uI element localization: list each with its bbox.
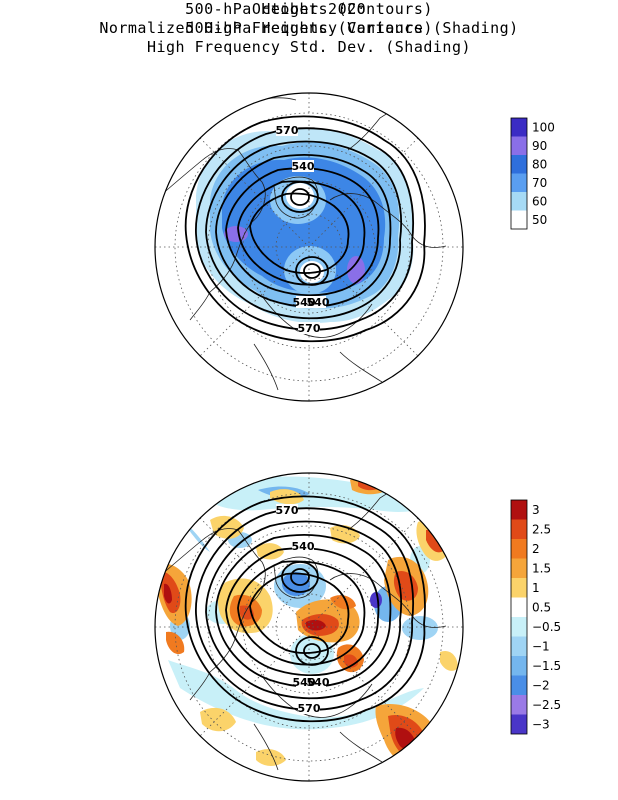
map2-contour-label: 540 [293,676,316,689]
map1-colorbar-swatch [511,210,527,229]
map2-colorbar-label: 0.5 [532,600,551,614]
map2-colorbar-swatch [511,675,527,695]
map1-contour-label: 540 [293,296,316,309]
map1-contour-label: 570 [276,124,299,137]
map1-colorbar-label: 90 [532,139,547,153]
map2-title-line2: Normalized High Frequency Variance (Shad… [99,19,519,37]
map2-title-line1: 500-hPa Heights (Contours) [185,0,433,18]
map1-colorbar-label: 80 [532,157,547,171]
map1-title: October 2020 500-hPa Heights (Contours) … [0,0,618,57]
map1-colorbar-label: 100 [532,120,555,134]
map1-boundary [154,92,464,402]
map2-colorbar-swatch [511,558,527,578]
map2-colorbar-label: −2 [532,678,550,692]
map2-contour-label: 540 [307,676,330,689]
map2-colorbar-swatch [511,714,527,734]
map2-colorbar-swatch [511,578,527,598]
map2-contour-label: 570 [298,702,321,715]
map1-title-line3: High Frequency Std. Dev. (Shading) [146,38,472,56]
map1-colorbar-swatch [511,173,527,192]
map1-colorbar-label: 70 [532,176,547,190]
map2-colorbar-label: −1 [532,639,550,653]
map1-colorbar-swatch [511,155,527,174]
map2-polar-map: 570 540 540 540 570 [154,472,464,782]
map2-colorbar-label: 1.5 [532,561,551,575]
map1-colorbar-label: 60 [532,194,547,208]
map2-colorbar-label: −1.5 [532,659,561,673]
map2-colorbar-label: 2.5 [532,522,551,536]
map1-colorbar-swatch [511,136,527,155]
map2-colorbar-label: −3 [532,717,550,731]
map2-boundary [154,472,464,782]
map1-title-line1: October 2020 [251,0,367,18]
map2-colorbar-swatch [511,617,527,637]
map2-colorbar-frame [510,499,528,735]
map2-colorbar-swatch [511,500,527,520]
map2-contour-label: 570 [276,504,299,517]
map2-colorbar-swatch [511,539,527,559]
map2-colorbar-swatch [511,519,527,539]
map2-colorbar-label: −2.5 [532,698,561,712]
map2-colorbar-label: 2 [532,542,540,556]
map1-height-contours [184,115,426,343]
map1-colorbar-swatch [511,192,527,211]
map1-title-line2: 500-hPa Heights (Contours) [185,19,433,37]
map2-colorbar-swatch [511,695,527,715]
map2-colorbar-swatch [511,636,527,656]
map2-colorbar-label: −0.5 [532,620,561,634]
map2-colorbar-swatch [511,656,527,676]
map1-colorbar-frame [510,117,528,230]
map2-height-contours [184,495,426,723]
map1-polar-map: 570 540 540 540 570 [154,92,464,402]
map2-colorbar-label: 1 [532,581,540,595]
map2-colorbar-swatch [511,597,527,617]
map1-contour-label: 570 [298,322,321,335]
map2-contour-label: 540 [292,540,315,553]
map1-colorbar-swatch [511,118,527,137]
map1-colorbar-label: 50 [532,213,547,227]
map1-colorbar: 100 90 80 70 60 50 [510,117,555,230]
map1-contour-label: 540 [307,296,330,309]
map2-colorbar-label: 3 [532,503,540,517]
map2-title: 500-hPa Heights (Contours) Normalized Hi… [0,0,618,38]
map2-colorbar: 3 2.5 2 1.5 1 0.5 −0.5 −1 −1.5 −2 −2.5 −3 [510,499,561,735]
map1-contour-label: 540 [292,160,315,173]
